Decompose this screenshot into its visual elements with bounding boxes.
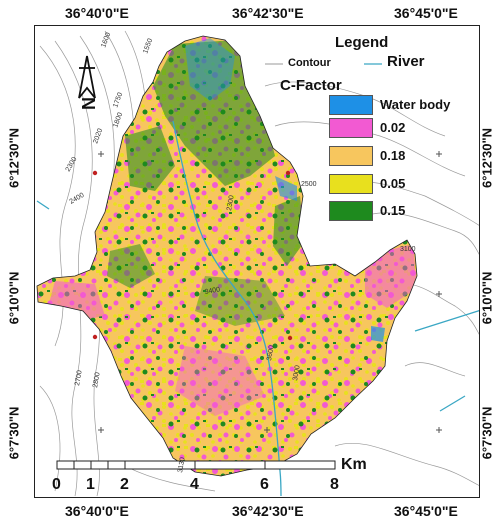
svg-text:3000: 3000	[292, 365, 302, 382]
svg-text:1550: 1550	[142, 38, 154, 55]
left-tick-3: 6°7'30"N	[6, 406, 22, 460]
svg-text:2300: 2300	[65, 156, 79, 173]
svg-text:3400: 3400	[204, 286, 221, 296]
right-tick-2: 6°10'0"N	[479, 271, 495, 325]
scale-label-1: 1	[86, 476, 95, 493]
north-arrow-icon: N	[78, 55, 99, 110]
bottom-tick-1: 36°40'0"E	[65, 503, 129, 519]
legend-river-label: River	[387, 53, 425, 70]
swatch-0-02	[329, 118, 373, 138]
left-tick-1: 6°12'30"N	[6, 128, 22, 188]
legend-contour-label: Contour	[288, 57, 331, 69]
legend-class-0-18: 0.18	[380, 148, 406, 163]
scale-label-4: 4	[190, 476, 199, 493]
grid-crosses	[98, 151, 442, 433]
svg-text:2700: 2700	[74, 370, 84, 387]
river-legend-icon	[364, 63, 382, 65]
top-tick-3: 36°45'0"E	[394, 5, 458, 21]
svg-text:3130: 3130	[177, 457, 187, 474]
bottom-tick-3: 36°45'0"E	[394, 503, 458, 519]
right-tick-1: 6°12'30"N	[479, 128, 495, 188]
scale-bar	[56, 460, 336, 470]
svg-text:1750: 1750	[112, 92, 124, 109]
scale-label-6: 6	[260, 476, 269, 493]
svg-text:3100: 3100	[400, 246, 416, 253]
swatch-0-05	[329, 174, 373, 194]
svg-text:2020: 2020	[92, 128, 104, 145]
legend-class-0-02: 0.02	[380, 120, 406, 135]
svg-text:3600: 3600	[266, 345, 276, 362]
swatch-water-body	[329, 95, 373, 115]
legend-class-water-body: Water body	[380, 97, 451, 112]
swatch-0-15	[329, 201, 373, 221]
swatch-0-18	[329, 146, 373, 166]
right-tick-3: 6°7'30"N	[479, 406, 495, 460]
contour-legend-icon	[265, 63, 283, 65]
svg-text:N: N	[79, 97, 99, 110]
bottom-tick-2: 36°42'30"E	[232, 503, 304, 519]
map-canvas: N 1600 1550 1750 1800 2020 2300	[36, 30, 479, 497]
svg-text:2500: 2500	[301, 181, 317, 188]
scale-label-8: 8	[330, 476, 339, 493]
map-frame: N 1600 1550 1750 1800 2020 2300	[34, 25, 480, 498]
top-tick-2: 36°42'30"E	[232, 5, 304, 21]
svg-text:2400: 2400	[69, 192, 86, 206]
svg-text:1800: 1800	[112, 112, 124, 129]
cfactor-title: C-Factor	[280, 77, 342, 94]
top-tick-1: 36°40'0"E	[65, 5, 129, 21]
svg-text:2300: 2300	[226, 195, 236, 212]
legend-class-0-05: 0.05	[380, 176, 406, 191]
legend-class-0-15: 0.15	[380, 203, 406, 218]
scale-label-2: 2	[120, 476, 129, 493]
legend-title: Legend	[335, 34, 389, 51]
scale-unit: Km	[341, 456, 367, 473]
left-tick-2: 6°10'0"N	[6, 271, 22, 325]
point-markers	[92, 170, 293, 341]
svg-text:1600: 1600	[100, 32, 112, 49]
river-line	[172, 120, 282, 497]
scale-label-0: 0	[52, 476, 61, 493]
svg-text:2800: 2800	[92, 372, 102, 389]
